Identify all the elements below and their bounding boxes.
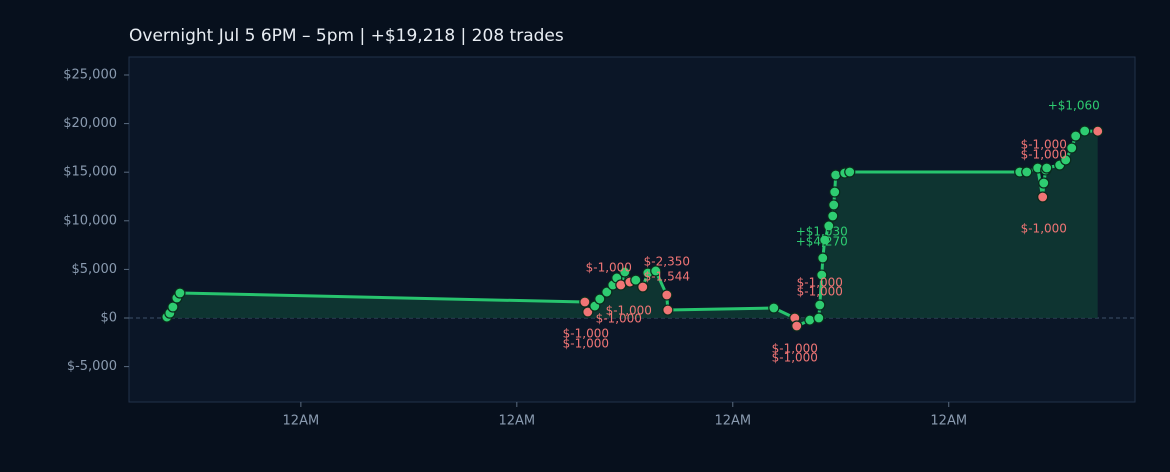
win-marker [819,234,831,246]
win-marker [817,252,829,264]
win-marker [827,210,839,222]
win-marker [813,312,825,324]
y-tick-label: $20,000 [63,116,117,131]
y-tick-label: $25,000 [63,67,117,82]
win-marker [823,220,835,232]
annotation: +$1,060 [1048,98,1100,112]
annotation: $-1,000 [1021,137,1067,151]
annotation: $-1,000 [1021,221,1067,235]
win-marker [619,266,631,278]
y-tick-label: $-5,000 [67,359,117,374]
win-marker [804,314,816,326]
annotation: +$1,030 [796,224,848,238]
win-marker [816,269,828,281]
loss-marker [791,320,803,332]
x-tick-label: 12AM [930,414,967,429]
annotation: $-1,000 [797,276,843,290]
win-marker [594,293,606,305]
area [166,131,1098,326]
win-marker [844,166,856,178]
win-marker [1066,142,1078,154]
loss-marker [637,281,649,293]
loss-marker [1092,125,1104,137]
win-marker [1038,177,1050,189]
annotation: $-1,000 [1021,147,1067,161]
loss-marker [582,306,594,318]
y-tick-label: $5,000 [72,262,118,277]
y-tick-label: $15,000 [63,165,117,180]
annotation: $-1,544 [644,269,690,283]
loss-marker [1037,191,1049,203]
win-marker [1079,125,1091,137]
annotation: $-2,350 [644,255,690,269]
win-marker [830,169,842,181]
annotation: $-1,000 [772,342,818,356]
annotation: $-1,000 [606,304,652,318]
chart-title: Overnight Jul 5 6PM – 5pm | +$19,218 | 2… [129,26,564,46]
x-tick-label: 12AM [714,414,751,429]
win-marker [1021,166,1033,178]
win-marker [601,286,613,298]
win-marker [1041,162,1053,174]
loss-marker [662,304,674,316]
y-tick-label: $10,000 [63,213,117,228]
win-marker [1070,130,1082,142]
annotation: $-1,000 [586,261,632,275]
win-marker [167,301,179,313]
win-marker [174,287,186,299]
x-tick-label: 12AM [498,414,535,429]
win-marker [829,186,841,198]
annotation: $-1,000 [596,311,642,325]
win-marker [1060,154,1072,166]
annotation: $-1,000 [772,351,818,365]
annotation: $-1,000 [563,336,609,350]
y-tick-label: $0 [100,311,117,326]
win-marker [828,199,840,211]
annotation: +$4,270 [796,234,848,248]
annotation: $-1,000 [797,285,843,299]
win-marker [814,299,826,311]
win-marker [630,274,642,286]
loss-marker [579,296,591,308]
loss-marker [661,289,673,301]
win-marker [650,265,662,277]
win-marker [768,302,780,314]
x-tick-label: 12AM [283,414,320,429]
annotation: $-1,000 [563,327,609,341]
